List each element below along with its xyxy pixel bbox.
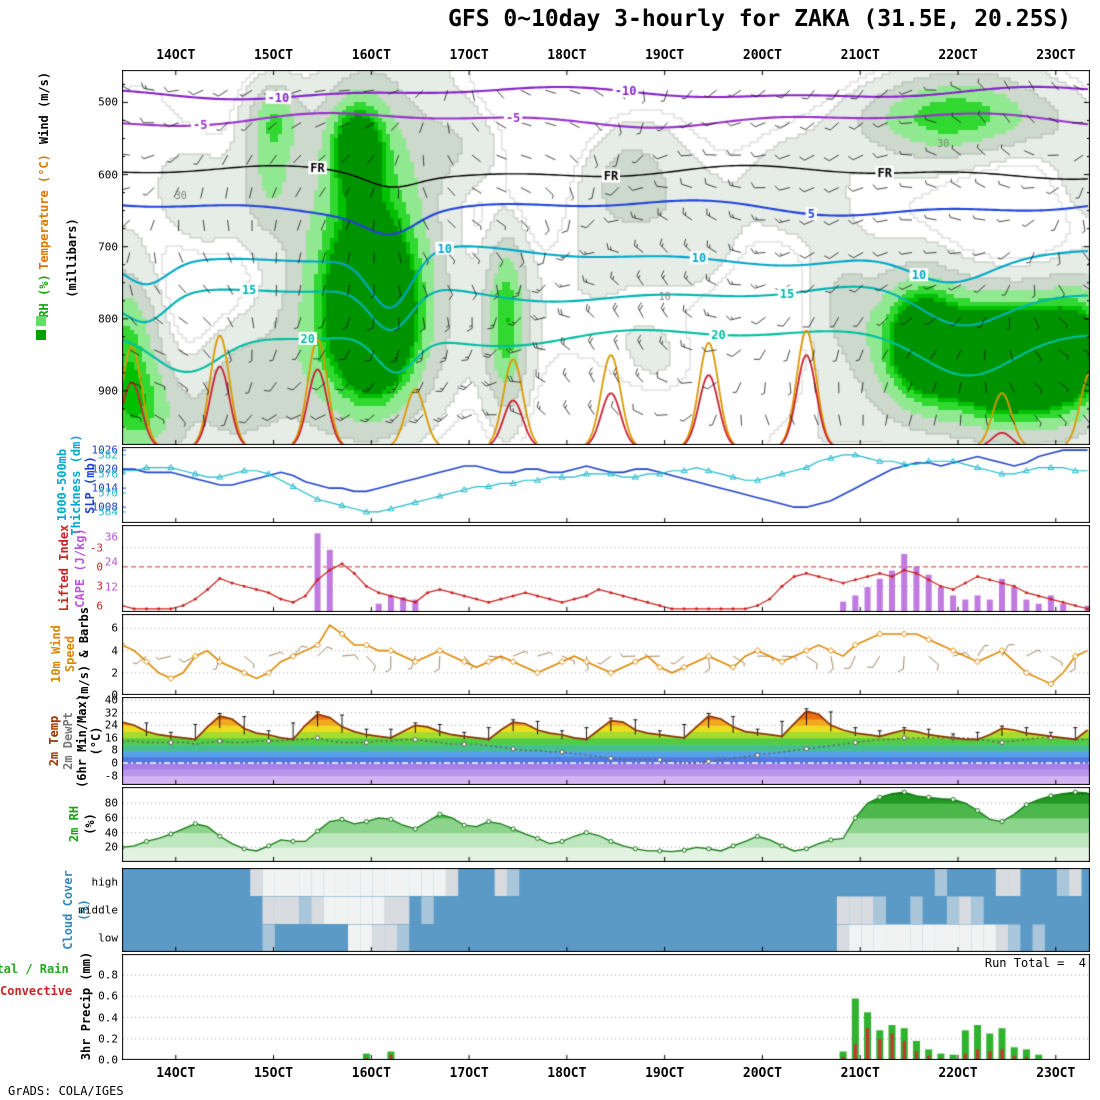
- day-label-top: 16OCT: [351, 48, 391, 63]
- day-label-top: 23OCT: [1036, 48, 1076, 63]
- axis-tick-label: 0: [111, 756, 118, 770]
- lifted-index-cape-panel-canvas: [122, 525, 1090, 612]
- axis-tick-label: 0.4: [98, 1011, 118, 1025]
- slp-thickness-panel-canvas: [122, 447, 1090, 523]
- axis-tick-label: 20: [104, 840, 118, 854]
- day-label-bottom: 15OCT: [253, 1066, 294, 1081]
- axis-tick-label: 0.0: [98, 1053, 118, 1067]
- axis-tick-label: low: [98, 931, 118, 945]
- cross-section-panel-canvas: [122, 70, 1090, 445]
- left-axis-label: Lifted Index: [57, 524, 71, 612]
- day-label-top: 18OCT: [547, 48, 587, 63]
- axis-tick-label: 40: [104, 826, 118, 840]
- axis-tick-label: 80: [104, 796, 118, 810]
- left-axis-label: 3hr Precip (mm): [79, 951, 93, 1061]
- day-label-top: 22OCT: [938, 48, 978, 63]
- left-axis-label: Thickness (dm): [69, 434, 83, 536]
- left-axis-label: CAPE (J/kg): [73, 528, 87, 608]
- precip-panel-canvas: [122, 954, 1090, 1060]
- axis-tick-label: 0: [96, 560, 103, 574]
- left-axis-label: 1000-500mb: [55, 448, 69, 522]
- axis-tick-label: 8: [111, 743, 118, 757]
- left-axis-label: 2m RH: [67, 805, 81, 843]
- day-label-bottom: 18OCT: [547, 1066, 587, 1081]
- left-axis-label: Wind (m/s): [37, 71, 51, 145]
- run-total-label: Run Total = 4: [984, 956, 1086, 970]
- day-label-top: 14OCT: [156, 48, 196, 63]
- rh-2m-panel-canvas: [122, 787, 1090, 862]
- axis-tick-label: 24: [104, 555, 118, 569]
- day-label-top: 21OCT: [840, 48, 880, 63]
- axis-tick-label: 0: [111, 688, 118, 702]
- axis-tick-label: 700: [98, 240, 118, 254]
- cloud-cover-panel-canvas: [122, 868, 1090, 952]
- day-label-bottom: 19OCT: [645, 1066, 685, 1081]
- axis-tick-label: 1020: [91, 462, 119, 476]
- axis-tick-label: 582: [98, 448, 118, 462]
- day-label-bottom: 23OCT: [1036, 1066, 1076, 1081]
- day-label-top: 19OCT: [645, 48, 685, 63]
- left-axis-label: (6hr Min/Max): [75, 694, 89, 788]
- axis-tick-label: 0.8: [98, 968, 118, 982]
- axis-tick-label: 0.6: [98, 989, 118, 1003]
- day-label-bottom: 16OCT: [351, 1066, 391, 1081]
- left-axis-label: 2m DewPt: [61, 712, 75, 770]
- axis-tick-label: -8: [104, 769, 118, 783]
- left-axis-label: Cloud Cover: [61, 870, 75, 950]
- day-label-bottom: 21OCT: [840, 1066, 880, 1081]
- day-label-bottom: 17OCT: [449, 1066, 489, 1081]
- axis-tick-label: 32: [104, 706, 118, 720]
- day-label-top: 17OCT: [449, 48, 489, 63]
- axis-tick-label: 36: [104, 530, 118, 544]
- wind-10m-panel-canvas: [122, 614, 1090, 695]
- axis-tick-label: high: [91, 875, 119, 889]
- left-axis-label: (%): [83, 813, 97, 835]
- day-label-bottom: 14OCT: [156, 1066, 196, 1081]
- axis-tick-label: 40: [104, 693, 118, 707]
- axis-tick-label: middle: [78, 903, 118, 917]
- left-axis-label: 10m Wind: [49, 625, 63, 683]
- rh-legend-swatch: [36, 316, 46, 326]
- axis-tick-label: 24: [104, 718, 118, 732]
- axis-tick-label: 60: [104, 811, 118, 825]
- axis-tick-label: 1008: [91, 500, 119, 514]
- axis-tick-label: 600: [98, 168, 118, 182]
- axis-tick-label: 1026: [91, 443, 119, 457]
- axis-tick-label: 1014: [91, 481, 119, 495]
- temp-dewpt-panel-canvas: [122, 697, 1090, 785]
- rh-legend-swatch: [36, 330, 46, 340]
- axis-tick-label: 3: [96, 579, 103, 593]
- left-axis-label: 2m Temp: [47, 715, 61, 767]
- axis-tick-label: 576: [98, 467, 118, 481]
- axis-tick-label: -3: [89, 541, 103, 555]
- left-axis-label: (°C): [89, 726, 103, 756]
- left-axis-label: (millibars): [65, 218, 79, 298]
- day-label-top: 20OCT: [742, 48, 783, 63]
- axis-tick-label: 900: [98, 384, 118, 398]
- axis-tick-label: 800: [98, 312, 118, 326]
- axis-tick-label: 570: [98, 486, 118, 500]
- left-axis-label: Speed: [63, 635, 77, 673]
- axis-tick-label: 2: [111, 666, 118, 680]
- left-axis-label: (m/s) & Barbs: [77, 607, 91, 701]
- left-axis-label: RH (%): [37, 274, 51, 318]
- axis-tick-label: 12: [104, 580, 118, 594]
- day-label-bottom: 22OCT: [938, 1066, 978, 1081]
- axis-tick-label: 500: [98, 95, 118, 109]
- axis-tick-label: 564: [98, 505, 118, 519]
- precip-legend-label: Total / Rain: [0, 962, 69, 976]
- axis-tick-label: 6: [96, 599, 103, 613]
- day-label-top: 15OCT: [253, 48, 294, 63]
- precip-legend-label: Convective: [0, 984, 73, 998]
- axis-tick-label: 4: [111, 644, 118, 658]
- page-title: GFS 0~10day 3-hourly for ZAKA (31.5E, 20…: [448, 6, 1072, 32]
- axis-tick-label: 0.2: [98, 1032, 118, 1046]
- axis-tick-label: 16: [104, 731, 118, 745]
- axis-tick-label: 6: [111, 621, 118, 635]
- grads-credit: GrADS: COLA/IGES: [8, 1084, 124, 1098]
- left-axis-label: Temperature (°C): [37, 154, 51, 270]
- day-label-bottom: 20OCT: [742, 1066, 783, 1081]
